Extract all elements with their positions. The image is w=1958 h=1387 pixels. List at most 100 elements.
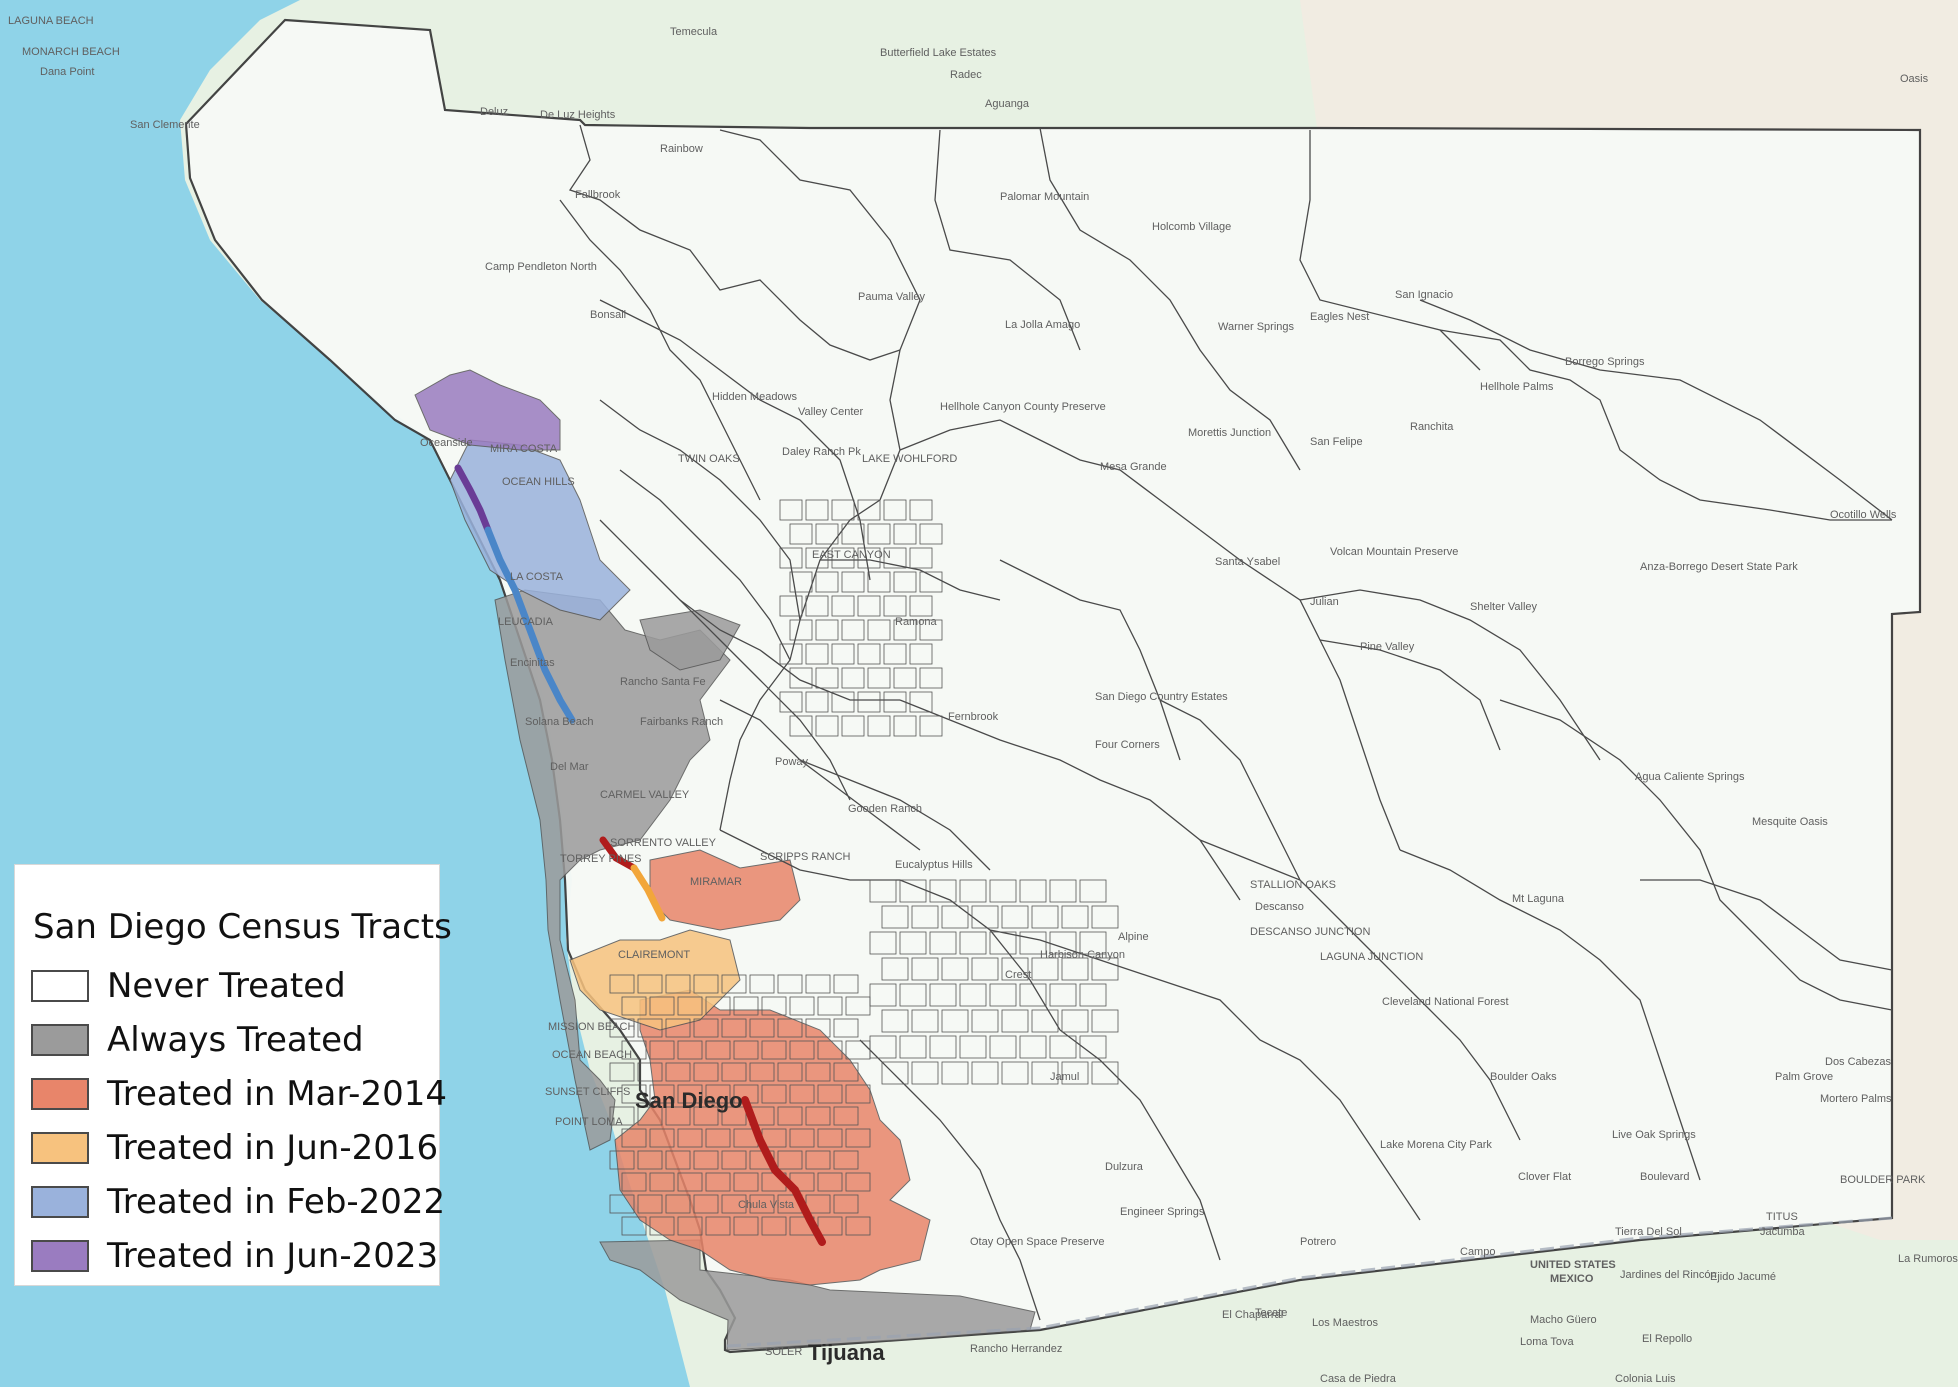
tract-cell — [899, 983, 927, 1007]
legend-label: Treated in Mar-2014 — [107, 1074, 447, 1114]
tract-cell — [677, 1128, 703, 1148]
place-label-twin-oaks: TWIN OAKS — [678, 453, 740, 465]
tract-cell — [1031, 957, 1059, 981]
place-label-live-oak: Live Oak Springs — [1612, 1129, 1696, 1141]
tract-cell — [621, 1040, 647, 1060]
place-label-la-costa: LA COSTA — [510, 571, 564, 583]
tract-cell — [857, 595, 881, 617]
tract-cell — [779, 547, 803, 569]
tract-cell — [845, 1216, 871, 1236]
tract-boundary-line — [859, 1039, 1041, 1321]
highway-treatment-lines — [454, 464, 826, 1246]
place-label-descanso-junction: DESCANSO JUNCTION — [1250, 926, 1370, 938]
tract-cell — [929, 983, 957, 1007]
always-treated-rancho-region — [639, 609, 741, 671]
tract-cell — [845, 1084, 871, 1104]
tract-cell — [857, 547, 881, 569]
tract-cell — [1061, 1009, 1089, 1033]
tract-cell — [777, 1150, 803, 1170]
place-label-campo: Campo — [1460, 1246, 1495, 1258]
place-label-harbison-canyon: Harbison Canyon — [1040, 949, 1125, 961]
tract-cell — [789, 996, 815, 1016]
place-label-boulevard-park: BOULDER PARK — [1840, 1174, 1926, 1186]
tract-cell — [609, 1018, 635, 1038]
tract-cell — [665, 1150, 691, 1170]
place-label-sunset-cliffs: SUNSET CLIFFS — [545, 1086, 630, 1098]
tract-boundary-line — [899, 419, 1201, 531]
place-label-rancho-herradura: Rancho Herrandez — [970, 1343, 1062, 1355]
tract-cell — [1031, 905, 1059, 929]
tract-cell — [677, 1084, 703, 1104]
tract-cell — [705, 1084, 731, 1104]
tract-cell — [989, 983, 1017, 1007]
tract-boundary-line — [989, 929, 1421, 1221]
place-label-lake-morena: Lake Morena City Park — [1380, 1139, 1492, 1151]
place-label-valley-center: Valley Center — [798, 406, 864, 418]
place-label-morettis: Morettis Junction — [1188, 427, 1271, 439]
tract-cell — [779, 691, 803, 713]
place-label-fernbrook: Fernbrook — [948, 711, 999, 723]
tract-cell — [1001, 1009, 1029, 1033]
place-label-boulevard: Boulevard — [1640, 1171, 1690, 1183]
place-label-anza-borrego: Anza-Borrego Desert State Park — [1640, 561, 1798, 573]
tract-cell — [909, 691, 933, 713]
tract-cell — [705, 1040, 731, 1060]
place-label-radec: Radec — [950, 69, 982, 81]
place-label-los-maestros: Los Maestros — [1312, 1317, 1379, 1329]
tract-cell — [893, 715, 917, 737]
tract-cell — [815, 523, 839, 545]
tract-cell — [883, 643, 907, 665]
tract-cell — [779, 595, 803, 617]
tract-cell — [1061, 1061, 1089, 1085]
tract-cell — [693, 1150, 719, 1170]
tract-cell — [733, 1040, 759, 1060]
place-label-point-loma: POINT LOMA — [555, 1116, 623, 1128]
tract-boundary-line — [568, 124, 901, 361]
tract-cell — [893, 619, 917, 641]
tract-boundary-line — [1039, 127, 1301, 471]
tract-cell — [831, 547, 855, 569]
tract-cell — [817, 1084, 843, 1104]
tract-boundary-line — [1399, 849, 1701, 1181]
tract-cell — [971, 1009, 999, 1033]
tract-cell — [911, 1009, 939, 1033]
place-label-borrego-springs: Borrego Springs — [1565, 356, 1645, 368]
tract-boundary-line — [1640, 879, 1893, 971]
place-label-tecate: Tecate — [1255, 1307, 1287, 1319]
place-label-soler: SOLER — [765, 1346, 802, 1358]
place-label-agua-caliente: Agua Caliente Springs — [1635, 771, 1745, 783]
tract-cell — [841, 523, 865, 545]
place-label-scripps-ranch: SCRIPPS RANCH — [760, 851, 851, 863]
mar-2014-line-south — [741, 1096, 826, 1246]
tract-cell — [1079, 1035, 1107, 1059]
tract-cell — [637, 1106, 663, 1126]
tract-cell — [805, 974, 831, 994]
tract-cell — [721, 1018, 747, 1038]
place-label-stallion-oaks: STALLION OAKS — [1250, 879, 1336, 891]
place-label-palomar-mountain: Palomar Mountain — [1000, 191, 1089, 203]
tract-cell — [779, 499, 803, 521]
tract-cell — [637, 1062, 663, 1082]
tract-cell — [777, 1018, 803, 1038]
tract-cell — [1079, 931, 1107, 955]
tract-cell — [893, 523, 917, 545]
place-label-mount-laguna: Mt Laguna — [1512, 893, 1565, 905]
tract-boundary-line — [619, 469, 791, 661]
tract-boundary-line — [899, 699, 1241, 901]
tract-cell — [893, 667, 917, 689]
place-label-la-jolla-amago: La Jolla Amago — [1005, 319, 1080, 331]
place-label-encinitas: Encinitas — [510, 657, 555, 669]
tract-cell — [833, 1062, 859, 1082]
tract-cell — [1001, 1061, 1029, 1085]
tract-boundary-line — [934, 129, 1081, 351]
place-label-colonia-luis: Colonia Luis — [1615, 1373, 1676, 1385]
place-label-carmel-valley: CARMEL VALLEY — [600, 789, 690, 801]
place-label-la-rumorosa: La Rumorosa — [1898, 1253, 1958, 1265]
tract-cell — [789, 571, 813, 593]
tract-cell — [1061, 957, 1089, 981]
tract-cell — [789, 523, 813, 545]
tract-cell — [733, 1172, 759, 1192]
tract-cell — [777, 974, 803, 994]
treated-feb-2022-region — [449, 439, 631, 621]
tract-cell — [883, 547, 907, 569]
